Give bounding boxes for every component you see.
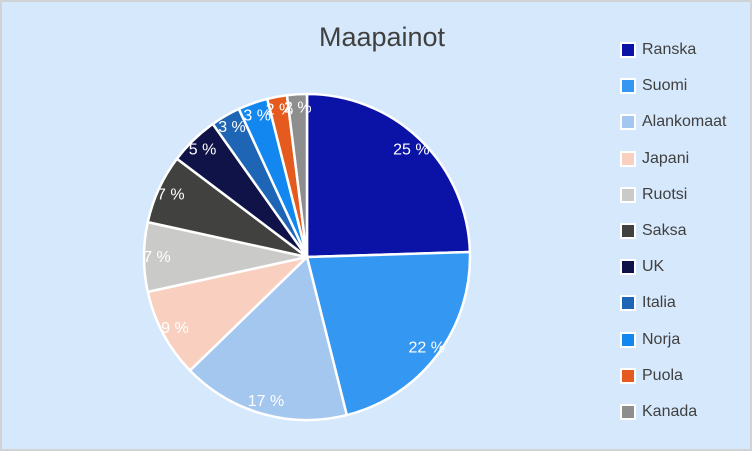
- pie-slice-ranska[interactable]: [305, 92, 472, 259]
- legend-swatch-suomi: [620, 78, 636, 95]
- slice-label-japani: 9 %: [161, 320, 189, 337]
- legend-swatch-saksa: [620, 222, 636, 239]
- legend-label-kanada: Kanada: [642, 402, 698, 420]
- legend-swatch-japani: [620, 150, 636, 167]
- legend-item-suomi[interactable]: Suomi: [620, 75, 750, 97]
- legend-item-puola[interactable]: Puola: [620, 365, 750, 387]
- slice-label-suomi: 22 %: [408, 339, 444, 356]
- slice-label-norja: 3 %: [243, 108, 271, 125]
- pie-slice-suomi[interactable]: [305, 250, 472, 417]
- legend-label-ranska: Ranska: [642, 41, 697, 58]
- legend-item-japani[interactable]: Japani: [620, 148, 750, 170]
- pie-slice-kanada[interactable]: [285, 92, 309, 259]
- legend-label-alankomaat: Alankomaat: [642, 113, 727, 131]
- slice-label-ranska: 25 %: [393, 141, 429, 158]
- legend-item-ruotsi[interactable]: Ruotsi: [620, 184, 750, 206]
- legend-label-saksa: Saksa: [642, 221, 687, 239]
- legend-item-alankomaat[interactable]: Alankomaat: [620, 111, 750, 133]
- legend-swatch-uk: [620, 259, 636, 276]
- slice-label-saksa: 7 %: [157, 186, 185, 203]
- legend-swatch-ruotsi: [620, 186, 636, 203]
- legend-swatch-kanada: [620, 403, 636, 420]
- legend-label-norja: Norja: [642, 330, 681, 348]
- pie-slice-alankomaat[interactable]: [188, 255, 349, 422]
- slice-label-ruotsi: 7 %: [143, 249, 171, 266]
- legend-item-italia[interactable]: Italia: [620, 292, 750, 314]
- legend-item-saksa[interactable]: Saksa: [620, 220, 750, 242]
- slice-label-italia: 3 %: [218, 119, 246, 136]
- legend-swatch-italia: [620, 295, 636, 312]
- legend-item-norja[interactable]: Norja: [620, 329, 750, 351]
- legend-label-puola: Puola: [642, 366, 683, 384]
- legend-item-uk[interactable]: UK: [620, 256, 750, 278]
- legend-swatch-alankomaat: [620, 114, 636, 131]
- chart-title: Maapainot: [318, 22, 446, 52]
- legend-label-ruotsi: Ruotsi: [642, 185, 688, 203]
- slice-label-puola: 2 %: [266, 102, 294, 119]
- legend-label-italia: Italia: [642, 294, 676, 312]
- legend-swatch-puola: [620, 367, 636, 384]
- legend-item-ranska[interactable]: Ranska: [620, 39, 750, 61]
- slice-label-uk: 5 %: [189, 141, 217, 158]
- legend-label-uk: UK: [642, 258, 665, 276]
- pie-chart: 25 %22 %17 %9 %7 %7 %5 %3 %3 %2 %2 %: [142, 92, 472, 422]
- legend-item-kanada[interactable]: Kanada: [620, 401, 750, 423]
- pie-slice-japani[interactable]: [146, 255, 309, 372]
- legend: Ranska Suomi Alankomaat Japani Ruotsi Saksa UK…: [620, 39, 750, 423]
- legend-swatch-ranska: [620, 42, 636, 58]
- legend-label-suomi: Suomi: [642, 77, 688, 95]
- slice-label-kanada: 2 %: [284, 99, 312, 116]
- slice-label-alankomaat: 17 %: [248, 393, 284, 410]
- legend-swatch-norja: [620, 331, 636, 348]
- legend-label-japani: Japani: [642, 149, 690, 167]
